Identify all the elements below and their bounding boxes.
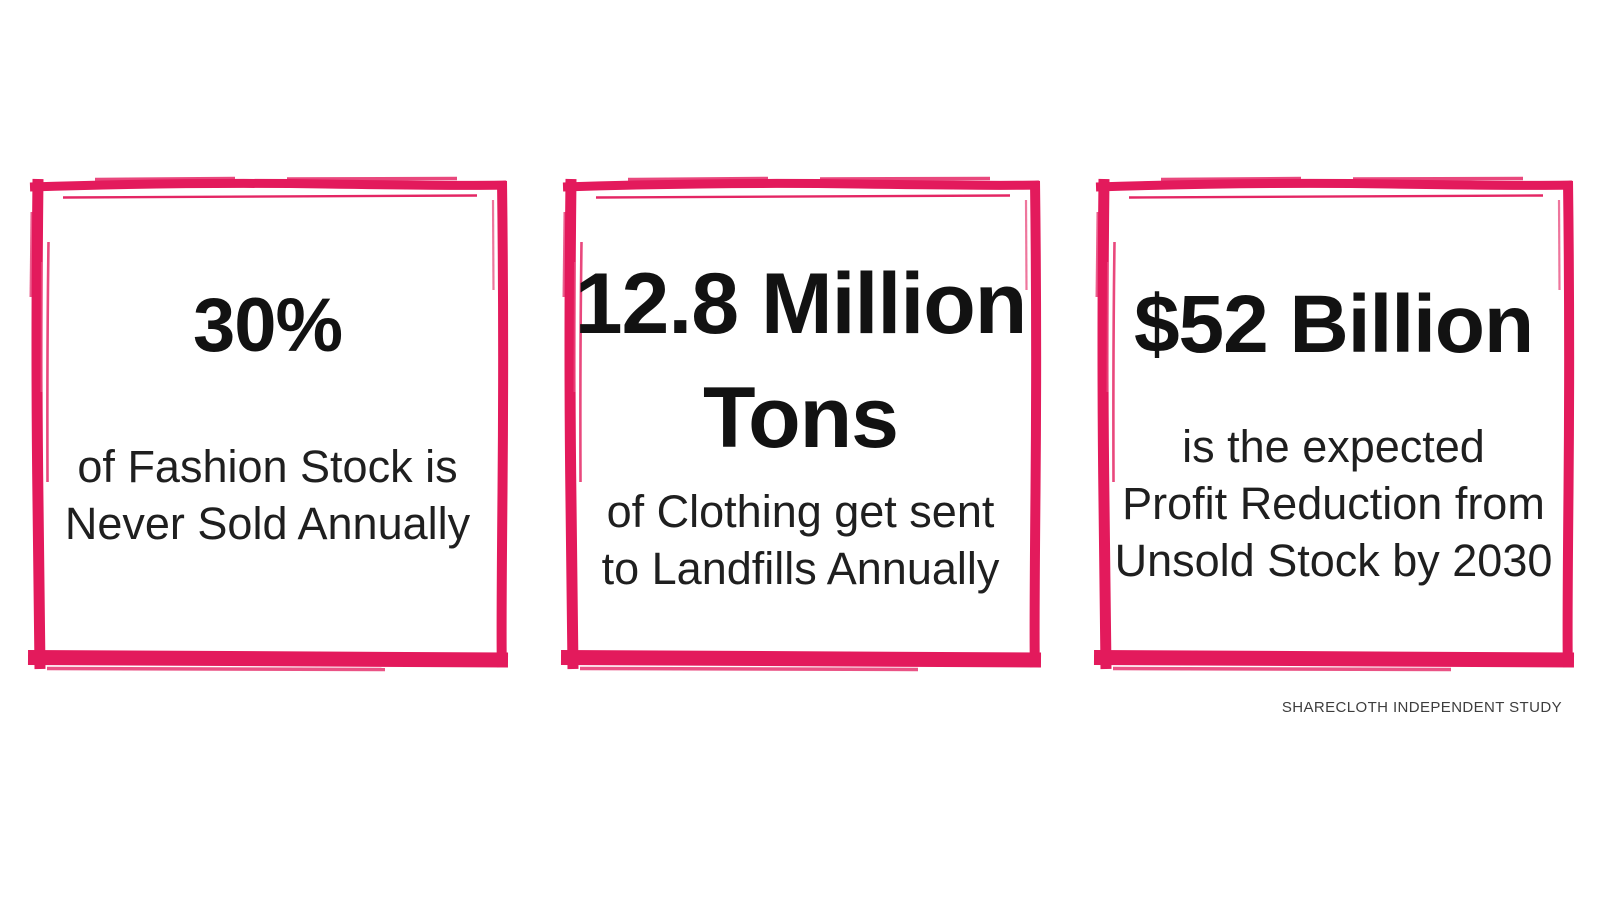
stat-description: of Fashion Stock is Never Sold Annually	[65, 438, 470, 552]
stat-description-line: to Landfills Annually	[601, 543, 1000, 595]
stat-value-line: 12.8 Million	[574, 256, 1028, 352]
stat-description-line: of Fashion Stock is	[77, 441, 458, 492]
stat-card-landfill-tons: 12.8 Million Tons of Clothing get sent t…	[558, 172, 1043, 672]
stat-value: $52 Billion	[1133, 279, 1534, 370]
stat-description-line: Profit Reduction from	[1122, 478, 1545, 530]
stat-value-line: $52 Billion	[1133, 279, 1534, 370]
stat-description-line: Unsold Stock by 2030	[1114, 535, 1553, 587]
stat-description-line: is the expected	[1182, 421, 1485, 472]
stat-card-unsold-percentage: 30% of Fashion Stock is Never Sold Annua…	[25, 172, 510, 672]
stat-value: 12.8 Million Tons	[574, 248, 1028, 475]
stat-card-content: 30% of Fashion Stock is Never Sold Annua…	[25, 172, 510, 672]
stat-card-profit-reduction: $52 Billion is the expected Profit Reduc…	[1091, 172, 1576, 672]
stat-value: 30%	[192, 283, 343, 368]
stat-cards-row: 30% of Fashion Stock is Never Sold Annua…	[25, 172, 1576, 672]
stat-card-content: 12.8 Million Tons of Clothing get sent t…	[558, 172, 1043, 672]
stat-description: is the expected Profit Reduction from Un…	[1115, 418, 1553, 589]
stat-value-line: 30%	[192, 283, 343, 368]
stat-value-line: Tons	[702, 369, 899, 466]
stat-description-line: Never Sold Annually	[64, 498, 471, 550]
stat-description: of Clothing get sent to Landfills Annual…	[602, 483, 1000, 597]
source-attribution: SHARECLOTH INDEPENDENT STUDY	[1281, 699, 1562, 716]
stat-card-content: $52 Billion is the expected Profit Reduc…	[1091, 172, 1576, 672]
stat-description-line: of Clothing get sent	[606, 486, 995, 538]
